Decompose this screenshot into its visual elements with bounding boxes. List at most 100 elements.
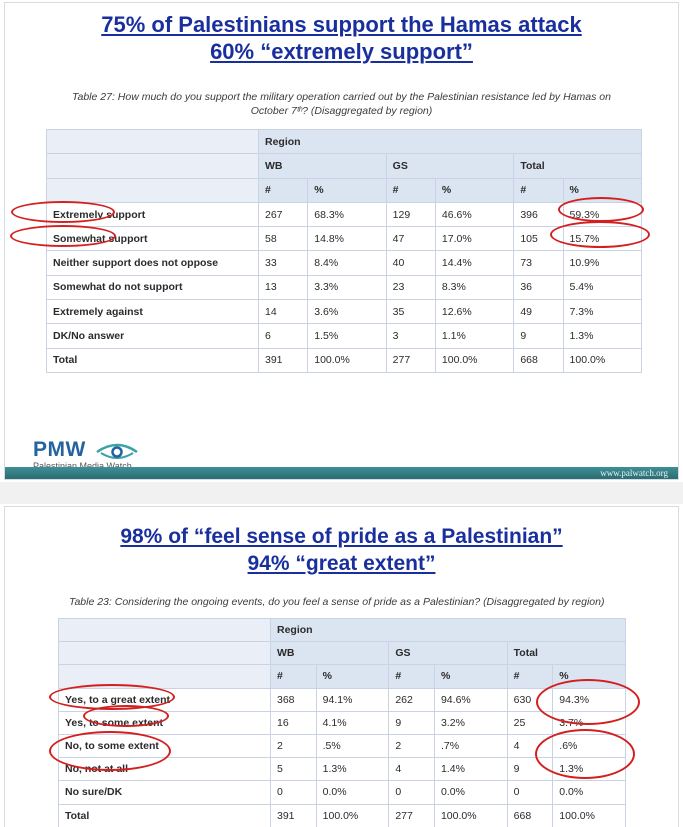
table-cell: 94.3%	[552, 687, 626, 712]
table-header-row: Region	[58, 617, 626, 643]
pmw-logo: PMW Palestinian Media Watch	[33, 438, 138, 471]
table-cell: 3.3%	[307, 274, 387, 301]
subheader-cell: %	[552, 664, 626, 689]
table-cell: 14.4%	[434, 250, 515, 276]
footer-band	[5, 467, 678, 479]
table-cell: 0.0%	[433, 780, 508, 805]
table-cell: 100.0%	[307, 347, 387, 373]
table-cell: 17.0%	[434, 226, 515, 252]
header-blank-cell	[58, 664, 271, 689]
table-cell: 3.6%	[307, 299, 387, 325]
headline-line-1: 75% of Palestinians support the Hamas at…	[101, 12, 582, 37]
row-label: Extremely against	[46, 299, 259, 325]
table-cell: 105	[513, 226, 564, 252]
table-cell: 100.0%	[562, 347, 643, 373]
table-cell: 94.6%	[433, 687, 508, 712]
caption-line-1: Table 27: How much do you support the mi…	[72, 91, 611, 103]
table-cell: 391	[257, 347, 309, 373]
slide-pmw-pride: 98% of “feel sense of pride as a Palesti…	[4, 506, 679, 827]
subheader-cell: %	[562, 177, 643, 203]
table-cell: 73	[513, 250, 564, 276]
table-row: Somewhat do not support 13 3.3% 23 8.3% 36 5.4…	[46, 274, 643, 301]
table-cell: 1.3%	[562, 323, 643, 349]
table-cell: 100.0%	[552, 803, 626, 827]
table-cell: 2	[388, 733, 435, 759]
logo-wordmark: PMW	[33, 438, 86, 461]
table-cell: 8.4%	[307, 250, 387, 276]
table-row: Yes, to a great extent 368 94.1% 262 94.6% 63…	[58, 687, 626, 712]
table-cell: 100.0%	[433, 803, 508, 827]
table-cell: 129	[385, 201, 436, 228]
subheader-cell: #	[257, 177, 309, 203]
table-header-row: WB GS Total	[46, 153, 642, 179]
group-header: GS	[385, 153, 515, 179]
table-cell: 0.0%	[315, 780, 390, 805]
header-blank-cell	[46, 128, 259, 155]
table-row: No, not at all 5 1.3% 4 1.4% 9 1.3%	[58, 757, 626, 782]
row-label: Yes, to some extent	[58, 710, 271, 735]
table-row: Neither support does not oppose 33 8.4% 40 1…	[46, 250, 643, 276]
table-cell: 277	[388, 803, 435, 827]
group-header: Total	[506, 641, 627, 666]
table-cell: .6%	[552, 733, 626, 759]
slide-headline: 98% of “feel sense of pride as a Palesti…	[5, 523, 678, 577]
table-cell: 262	[388, 687, 435, 712]
table-cell: 15.7%	[562, 226, 643, 252]
table-cell: 668	[513, 347, 564, 373]
row-label: No, to some extent	[58, 733, 271, 759]
row-label: No sure/DK	[58, 780, 271, 805]
subheader-cell: #	[385, 177, 436, 203]
table-cell: 4	[506, 733, 554, 759]
table-cell: 9	[513, 323, 564, 349]
table-cell: 9	[388, 710, 435, 735]
table-cell: 12.6%	[434, 299, 515, 325]
subheader-cell: #	[513, 177, 564, 203]
table-cell: 33	[257, 250, 309, 276]
table-cell: 59.3%	[562, 201, 643, 228]
table-header-row: #% #% #%	[46, 177, 643, 203]
table-cell: 58	[257, 226, 309, 252]
subheader-cell: #	[270, 664, 317, 689]
row-label: Somewhat do not support	[46, 274, 259, 301]
table-cell: 1.3%	[315, 757, 390, 782]
table-cell: 9	[506, 757, 554, 782]
table-row: Yes, to some extent 16 4.1% 9 3.2% 25 3.7%	[58, 710, 626, 735]
table-cell: 5	[270, 757, 317, 782]
table-row: No, to some extent 2.5% 2.7% 4.6%	[58, 733, 626, 759]
table-cell: 0.0%	[552, 780, 626, 805]
table-cell: 16	[270, 710, 317, 735]
subheader-cell: #	[388, 664, 435, 689]
row-label: No, not at all	[58, 757, 271, 782]
table-cell: 396	[513, 201, 564, 228]
table-cell: 277	[385, 347, 436, 373]
table-cell: 25	[506, 710, 554, 735]
table-cell: 8.3%	[434, 274, 515, 301]
table-cell: 1.3%	[552, 757, 626, 782]
headline-line-1: 98% of “feel sense of pride as a Palesti…	[120, 525, 563, 548]
group-header: WB	[258, 153, 387, 179]
slide-pmw-hamas-support: 75% of Palestinians support the Hamas at…	[4, 2, 679, 480]
subheader-cell: %	[433, 664, 508, 689]
caption-line-2: October 7ᵗʰ? (Disaggregated by region)	[250, 105, 433, 117]
row-label: Total	[58, 803, 271, 827]
logo-subtitle: Palestinian Media Watch	[33, 461, 132, 471]
table-cell: 3	[385, 323, 436, 349]
table-cell: 100.0%	[434, 347, 515, 373]
group-header: GS	[388, 641, 508, 666]
header-blank-cell	[58, 617, 271, 643]
header-blank-cell	[46, 153, 259, 179]
table-cell: 1.5%	[307, 323, 387, 349]
table-cell: 668	[506, 803, 554, 827]
table-cell: 391	[270, 803, 317, 827]
row-label: Extremely support	[46, 201, 259, 228]
table-cell: .7%	[433, 733, 508, 759]
footer-url: www.palwatch.org	[600, 468, 668, 478]
table-cell: 630	[506, 687, 554, 712]
table-cell: 267	[257, 201, 309, 228]
table-cell: 3.7%	[552, 710, 626, 735]
table-cell: 46.6%	[434, 201, 515, 228]
table-cell: 49	[513, 299, 564, 325]
eye-logo-icon	[96, 443, 138, 459]
pride-table: Region WB GS Total #% #% #% Yes, to a great ext…	[58, 617, 627, 827]
table-cell: 47	[385, 226, 436, 252]
